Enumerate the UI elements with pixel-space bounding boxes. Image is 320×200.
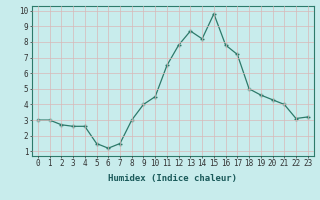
X-axis label: Humidex (Indice chaleur): Humidex (Indice chaleur) [108,174,237,183]
